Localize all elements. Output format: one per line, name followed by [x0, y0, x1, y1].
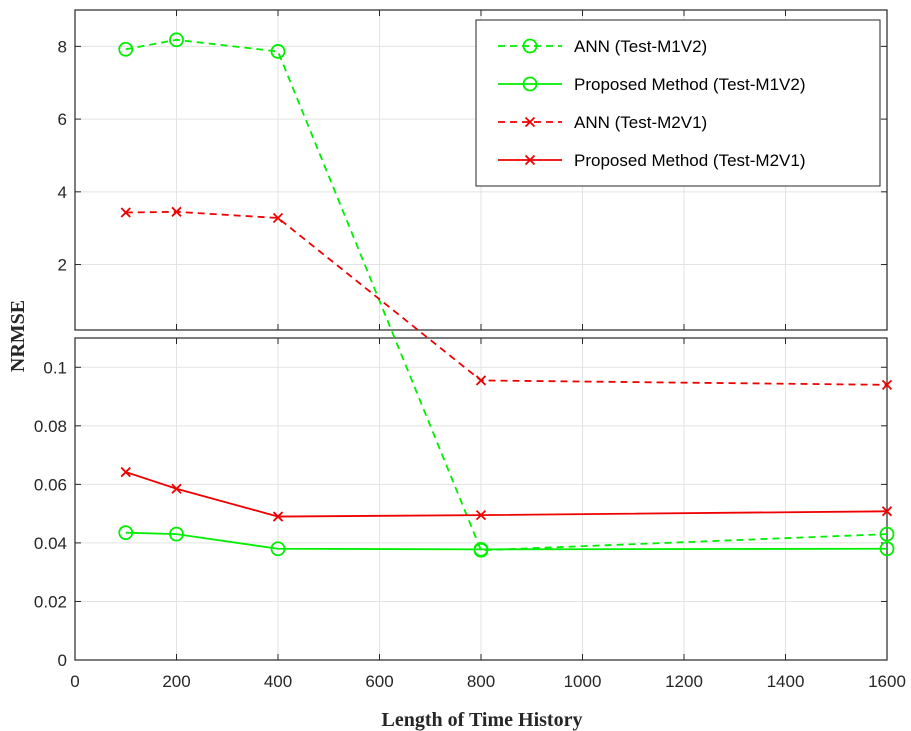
- legend-item-0: ANN (Test-M1V2): [498, 37, 707, 56]
- series-1-line: [125, 531, 888, 551]
- marker-x-stroke: [881, 506, 893, 517]
- y-tick-label: 0.02: [34, 592, 67, 611]
- x-tick-label: 200: [162, 672, 190, 691]
- legend: ANN (Test-M1V2) Proposed Method (Test-M1V…: [475, 19, 881, 187]
- legend-item-2: ANN (Test-M2V1): [498, 113, 707, 132]
- y-tick-label: 8: [58, 37, 67, 56]
- series-2-point: [171, 206, 182, 217]
- marker-x-stroke: [475, 509, 487, 521]
- x-axis-label: Length of Time History: [382, 709, 583, 731]
- series-2: [120, 206, 893, 390]
- marker-x-stroke: [272, 511, 284, 522]
- legend-box: [475, 19, 881, 187]
- legend-marker: [522, 38, 538, 54]
- x-tick-label: 1000: [564, 672, 602, 691]
- legend-marker: [524, 154, 536, 166]
- marker-x-stroke: [272, 212, 284, 224]
- marker-x-stroke: [524, 154, 536, 166]
- tick-labels: 2 4 6 8 0 0.02 0.04 0.06 0.08 0.1 0 200 400 600 800 100…: [34, 37, 906, 691]
- series-1-point: [169, 526, 184, 542]
- marker-x-stroke: [881, 379, 893, 390]
- x-tick-label: 0: [70, 672, 79, 691]
- legend-marker: [524, 116, 536, 128]
- series-2-point: [120, 207, 131, 218]
- x-tick-label: 800: [467, 672, 495, 691]
- marker-x-stroke: [171, 483, 182, 494]
- legend-item-1: Proposed Method (Test-M1V2): [498, 75, 806, 94]
- y-tick-label: 6: [58, 110, 67, 129]
- x-tick-label: 1400: [767, 672, 805, 691]
- y-axis-label: NRMSE: [7, 300, 29, 372]
- series-1-point: [879, 541, 895, 557]
- legend-item-3: Proposed Method (Test-M2V1): [498, 151, 806, 170]
- series-3-point: [272, 511, 284, 522]
- legend-marker: [522, 76, 538, 92]
- y-tick-label: 2: [58, 256, 67, 275]
- y-tick-label: 0.08: [34, 417, 67, 436]
- y-tick-label: 0.04: [34, 534, 67, 553]
- y-tick-label: 0.06: [34, 475, 67, 494]
- series-0-point: [270, 44, 286, 59]
- x-tick-label: 1600: [868, 672, 906, 691]
- series-0-point: [169, 32, 184, 48]
- series-1: [118, 525, 895, 557]
- marker-x-stroke: [120, 466, 131, 478]
- series-0-point: [879, 526, 895, 542]
- series-1-point: [270, 541, 286, 557]
- legend-label: ANN (Test-M2V1): [574, 113, 707, 132]
- marker-x-stroke: [171, 206, 182, 217]
- series-2-point: [475, 375, 487, 386]
- x-tick-label: 600: [365, 672, 393, 691]
- marker-x-stroke: [524, 116, 536, 128]
- series-2-point: [881, 379, 893, 390]
- series-0-point: [118, 41, 134, 57]
- y-tick-label: 0: [58, 651, 67, 670]
- axes-layer: [74, 9, 888, 661]
- legend-label: ANN (Test-M1V2): [574, 37, 707, 56]
- series-3-point: [120, 466, 131, 478]
- series-1-point: [473, 541, 489, 557]
- x-tick-label: 400: [264, 672, 292, 691]
- x-tick-label: 1200: [665, 672, 703, 691]
- legend-label: Proposed Method (Test-M1V2): [574, 75, 806, 94]
- series-3-point: [475, 509, 487, 521]
- legend-label: Proposed Method (Test-M2V1): [574, 151, 806, 170]
- panel-upper-frame: [74, 9, 888, 331]
- series-1-point: [118, 525, 134, 541]
- series-3-point: [171, 483, 182, 494]
- marker-x-stroke: [475, 375, 487, 386]
- panel-lower-frame: [74, 337, 888, 661]
- series-3: [120, 466, 893, 522]
- series-3-point: [881, 506, 893, 517]
- marker-x-stroke: [120, 207, 131, 218]
- series-layer: [118, 32, 895, 558]
- series-2-point: [272, 212, 284, 224]
- y-tick-label: 4: [58, 183, 67, 202]
- y-tick-label: 0.1: [43, 358, 67, 377]
